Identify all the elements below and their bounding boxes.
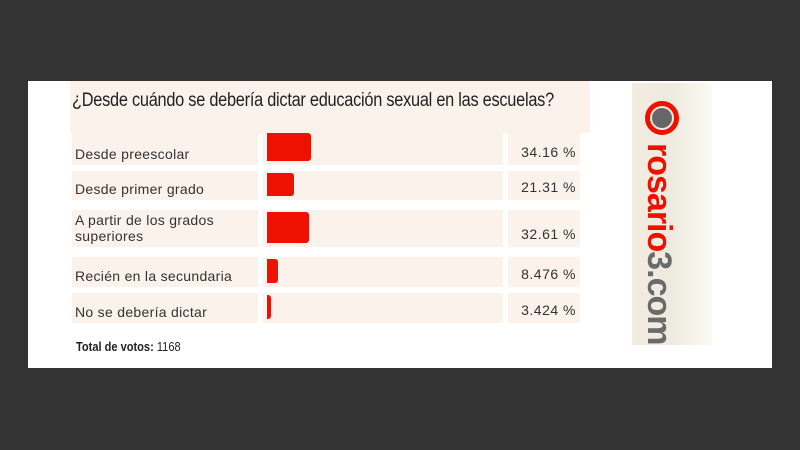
bar (267, 173, 295, 196)
logo-text-red: rosario (640, 143, 678, 252)
percent-label: 3.424 % (521, 302, 576, 318)
total-votes: Total de votos: 1168 (76, 339, 181, 354)
logo-text: rosario3.com (640, 143, 678, 345)
title-background (70, 81, 590, 133)
poll-panel: ¿Desde cuándo se debería dictar educació… (28, 81, 772, 368)
bar (267, 133, 312, 161)
percent-label: 8.476 % (521, 266, 576, 282)
poll-row: A partir de los grados superiores 32.61 … (72, 210, 580, 247)
label-cell: A partir de los grados superiores (72, 210, 258, 247)
poll-row: Desde primer grado 21.31 % (72, 171, 580, 200)
bar-cell (263, 293, 503, 323)
bar (267, 212, 310, 243)
logo-text-gray: 3.com (640, 251, 678, 345)
bar (267, 259, 278, 283)
bar-cell (263, 257, 503, 287)
percent-label: 21.31 % (521, 179, 576, 195)
poll-row: Desde preescolar 34.16 % (72, 131, 580, 165)
label-cell: Desde preescolar (72, 131, 258, 165)
bar-cell (263, 210, 503, 247)
label-cell: Recién en la secundaria (72, 257, 258, 287)
rosario3-logo: rosario3.com (632, 83, 712, 345)
percent-cell: 3.424 % (508, 293, 580, 323)
total-votes-value: 1168 (156, 339, 181, 354)
percent-label: 32.61 % (521, 226, 576, 242)
bar (267, 295, 272, 319)
option-label: No se debería dictar (75, 304, 208, 320)
logo-dot (652, 108, 672, 128)
label-cell: Desde primer grado (72, 171, 258, 200)
percent-label: 34.16 % (521, 144, 576, 160)
bar-cell (263, 171, 503, 200)
total-votes-label: Total de votos: (76, 339, 154, 354)
bar-cell (263, 131, 503, 165)
percent-cell: 34.16 % (508, 131, 580, 165)
option-label: A partir de los grados superiores (75, 212, 214, 244)
option-label: Desde primer grado (75, 181, 205, 197)
percent-cell: 32.61 % (508, 210, 580, 247)
option-label: Recién en la secundaria (75, 268, 233, 284)
logo-ring-icon (645, 101, 679, 135)
option-label: Desde preescolar (75, 146, 190, 162)
percent-cell: 8.476 % (508, 257, 580, 287)
percent-cell: 21.31 % (508, 171, 580, 200)
label-cell: No se debería dictar (72, 293, 258, 323)
poll-row: Recién en la secundaria 8.476 % (72, 257, 580, 287)
poll-row: No se debería dictar 3.424 % (72, 293, 580, 323)
poll-title: ¿Desde cuándo se debería dictar educació… (72, 90, 554, 111)
